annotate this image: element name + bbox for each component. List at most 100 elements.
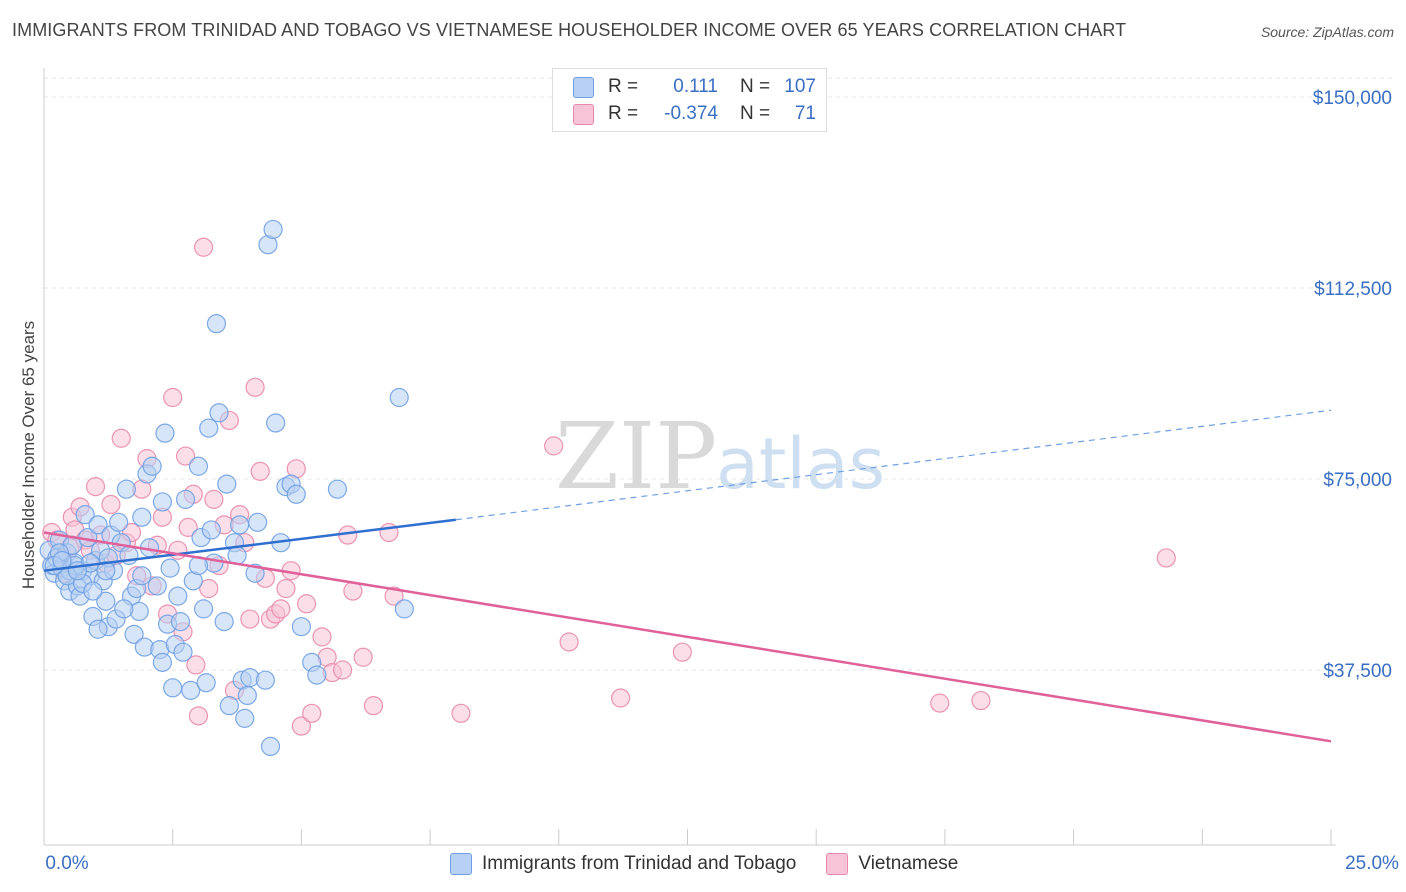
point-trinidad	[230, 515, 250, 535]
point-trinidad	[199, 418, 219, 438]
point-trinidad	[219, 696, 239, 716]
stats-swatch-trinidad	[573, 76, 594, 98]
stats-box: R = 0.111 N = 107 R = -0.374 N = 71	[552, 68, 827, 132]
point-trinidad	[201, 520, 221, 540]
point-trinidad	[173, 642, 193, 662]
y-tick-label: $150,000	[1313, 88, 1392, 109]
point-trinidad	[168, 586, 188, 606]
point-vietnamese	[175, 446, 196, 466]
point-trinidad	[152, 652, 173, 672]
point-trinidad	[160, 558, 180, 578]
point-trinidad	[170, 612, 191, 632]
y-tick-label: $75,000	[1323, 470, 1392, 491]
point-vietnamese	[291, 716, 311, 736]
point-vietnamese	[85, 477, 106, 497]
point-vietnamese	[1156, 548, 1176, 568]
point-vietnamese	[178, 517, 198, 537]
point-vietnamese	[384, 586, 404, 606]
point-vietnamese	[111, 428, 131, 448]
point-trinidad	[152, 492, 173, 512]
stats-r-label: R =	[608, 103, 639, 124]
point-trinidad	[291, 617, 311, 637]
point-trinidad	[109, 512, 129, 532]
point-trinidad	[147, 576, 167, 596]
point-trinidad	[88, 619, 108, 639]
point-vietnamese	[271, 599, 291, 619]
point-trinidad	[124, 624, 144, 644]
point-trinidad	[235, 708, 255, 728]
y-axis-label: Householder Income Over 65 years	[19, 321, 38, 589]
point-vietnamese	[610, 688, 631, 708]
stats-r-value: -0.374	[664, 103, 718, 124]
y-tick-label: $37,500	[1323, 661, 1392, 682]
point-vietnamese	[544, 436, 564, 456]
watermark-zip: ZIP	[555, 403, 717, 510]
stats-n-value: 71	[794, 103, 816, 124]
point-vietnamese	[163, 387, 183, 408]
point-vietnamese	[101, 494, 121, 515]
point-vietnamese	[168, 540, 188, 560]
point-trinidad	[193, 599, 214, 619]
point-vietnamese	[332, 660, 353, 680]
legend-item-vietnamese[interactable]: Vietnamese	[826, 853, 958, 875]
point-vietnamese	[250, 461, 270, 481]
point-trinidad	[260, 736, 281, 757]
legend-label-vietnamese: Vietnamese	[858, 853, 959, 874]
point-trinidad	[67, 561, 88, 581]
point-trinidad	[163, 678, 183, 698]
stats-r-label: R =	[608, 76, 639, 97]
point-trinidad	[181, 680, 201, 700]
legend-item-trinidad[interactable]: Immigrants from Trinidad and Tobago	[450, 853, 796, 875]
stats-r-value: 0.111	[673, 76, 718, 97]
legend-swatch-trinidad	[450, 853, 472, 875]
point-trinidad	[142, 456, 162, 476]
trend-lines	[43, 409, 1332, 743]
stats-swatch-vietnamese	[573, 103, 594, 125]
point-vietnamese	[296, 594, 317, 614]
gridlines	[44, 77, 1395, 671]
legend-swatch-vietnamese	[826, 853, 849, 875]
point-vietnamese	[245, 377, 265, 397]
trend-line-trinidad-extension	[455, 409, 1332, 521]
point-trinidad	[214, 612, 234, 632]
point-trinidad	[245, 563, 265, 583]
point-vietnamese	[199, 578, 219, 599]
points	[39, 219, 1176, 757]
legend-label-trinidad: Immigrants from Trinidad and Tobago	[482, 853, 797, 874]
chart-title: IMMIGRANTS FROM TRINIDAD AND TOBAGO VS V…	[12, 20, 1127, 40]
point-trinidad	[132, 507, 152, 527]
point-vietnamese	[186, 655, 206, 675]
point-vietnamese	[559, 632, 579, 652]
point-vietnamese	[193, 237, 214, 257]
stats-n-label: N =	[740, 76, 771, 97]
point-vietnamese	[312, 627, 332, 647]
tick-labels: $37,500 $75,000 $112,500 $150,000 0.0% 25.0%	[45, 88, 1399, 874]
stats-row-trinidad: R = 0.111 N = 107	[573, 74, 816, 100]
y-tick-label: $112,500	[1314, 279, 1392, 300]
point-trinidad	[83, 581, 103, 601]
point-trinidad	[155, 423, 175, 443]
x-tick-label-max: 25.0%	[1345, 853, 1399, 874]
point-trinidad	[75, 505, 95, 525]
point-vietnamese	[302, 703, 322, 723]
point-trinidad	[88, 515, 108, 535]
point-trinidad	[206, 314, 227, 334]
point-trinidad	[196, 673, 216, 693]
legend: Immigrants from Trinidad and Tobago Viet…	[450, 851, 988, 877]
point-trinidad	[96, 591, 116, 611]
point-vietnamese	[276, 578, 296, 599]
point-vietnamese	[204, 489, 224, 509]
point-vietnamese	[451, 703, 471, 723]
trend-line-vietnamese	[43, 531, 1332, 743]
trend-line-trinidad	[43, 518, 456, 572]
point-trinidad	[188, 456, 209, 476]
point-vietnamese	[363, 696, 384, 716]
point-trinidad	[389, 387, 409, 408]
stats-n-value: 107	[784, 76, 816, 97]
point-trinidad	[217, 474, 237, 494]
point-trinidad	[114, 599, 134, 619]
point-vietnamese	[930, 693, 950, 713]
point-trinidad	[266, 413, 286, 433]
watermark: ZIP atlas	[555, 403, 885, 510]
